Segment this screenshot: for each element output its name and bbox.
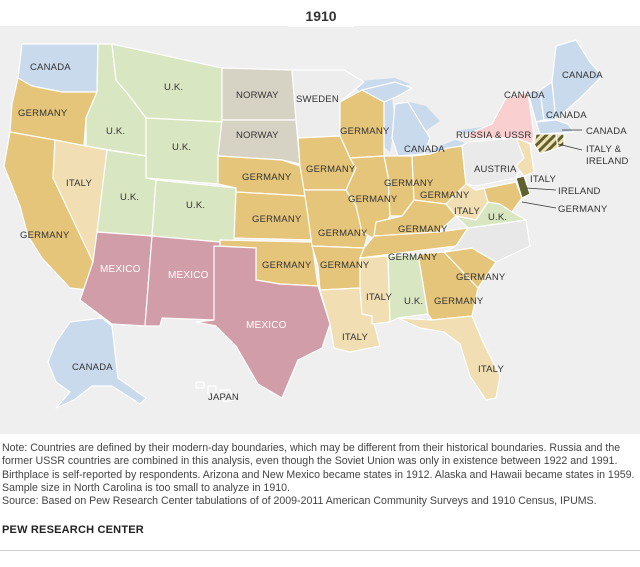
label-kansas: GERMANY <box>252 214 302 225</box>
label-massachusetts: CANADA <box>546 110 587 121</box>
label-alaska: CANADA <box>72 362 113 373</box>
label-iowa: GERMANY <box>306 164 356 175</box>
state-hawaii <box>195 381 235 403</box>
label-florida: ITALY <box>478 364 504 375</box>
label-wisconsin: GERMANY <box>340 126 390 137</box>
label-pennsylvania: AUSTRIA <box>474 164 517 175</box>
label-new-jersey: ITALY <box>530 174 556 185</box>
credit: PEW RESEARCH CENTER <box>2 524 144 536</box>
label-alabama: U.K. <box>404 296 423 307</box>
divider <box>0 550 640 551</box>
label-new-hampshire-callout: CANADA <box>586 126 627 137</box>
label-ohio: GERMANY <box>420 190 470 201</box>
state-texas <box>195 245 331 399</box>
state-maryland <box>475 181 523 213</box>
label-utah: U.K. <box>120 192 139 203</box>
label-kentucky: GERMANY <box>398 224 448 235</box>
state-wisconsin <box>339 89 385 159</box>
label-california: GERMANY <box>20 230 70 241</box>
state-maine <box>551 39 603 121</box>
label-georgia: GERMANY <box>434 296 484 307</box>
footnote: Note: Countries are defined by their mod… <box>2 442 638 508</box>
state-new-mexico <box>144 235 221 327</box>
state-south-dakota <box>217 119 301 165</box>
label-arkansas: GERMANY <box>320 260 370 271</box>
label-missouri: GERMANY <box>318 228 368 239</box>
state-new-jersey <box>515 137 535 177</box>
label-indiana: GERMANY <box>384 178 434 189</box>
label-colorado: U.K. <box>186 200 205 211</box>
label-ri-ct-line1: ITALY & <box>586 144 622 155</box>
label-washington: CANADA <box>30 62 71 73</box>
label-wyoming: U.K. <box>172 142 191 153</box>
state-delaware <box>515 175 531 199</box>
label-maryland: GERMANY <box>558 204 608 215</box>
state-michigan-upper <box>361 81 413 103</box>
state-colorado <box>151 179 237 247</box>
callout-lines <box>521 129 583 209</box>
label-minnesota: SWEDEN <box>296 94 339 105</box>
label-virginia: U.K. <box>488 212 507 223</box>
us-birthplace-map: CANADA GERMANY GERMANY ITALY U.K. U.K. U… <box>0 26 640 434</box>
state-alaska <box>47 317 147 409</box>
state-massachusetts <box>535 119 575 135</box>
note-text: Note: Countries are defined by their mod… <box>2 442 635 494</box>
label-oklahoma: GERMANY <box>262 260 312 271</box>
state-connecticut <box>533 133 559 155</box>
label-louisiana: ITALY <box>342 332 368 343</box>
label-south-dakota: NORWAY <box>236 130 279 141</box>
label-nevada: ITALY <box>66 178 92 189</box>
state-rhode-island <box>555 133 565 149</box>
source-text: Source: Based on Pew Research Center tab… <box>2 495 597 508</box>
label-new-york: RUSSIA & USSR <box>456 130 531 141</box>
state-alabama <box>387 253 429 323</box>
label-michigan: CANADA <box>404 144 445 155</box>
state-labels: CANADA GERMANY GERMANY ITALY U.K. U.K. U… <box>18 62 629 403</box>
label-arizona: MEXICO <box>100 264 141 275</box>
label-tennessee: GERMANY <box>388 252 438 263</box>
label-delaware: IRELAND <box>558 186 601 197</box>
label-nebraska: GERMANY <box>242 172 292 183</box>
label-ri-ct-line2: IRELAND <box>586 156 629 167</box>
label-mississippi: ITALY <box>366 292 392 303</box>
label-maine: CANADA <box>562 70 603 81</box>
label-west-virginia: ITALY <box>454 206 480 217</box>
label-new-mexico: MEXICO <box>168 270 209 281</box>
state-michigan <box>391 101 431 157</box>
label-illinois: GERMANY <box>348 194 398 205</box>
label-montana: U.K. <box>164 82 183 93</box>
label-south-carolina: GERMANY <box>456 272 506 283</box>
label-vt-nh: CANADA <box>504 90 545 101</box>
label-texas: MEXICO <box>246 320 287 331</box>
label-north-dakota: NORWAY <box>236 90 279 101</box>
label-idaho: U.K. <box>106 126 125 137</box>
state-florida <box>397 315 501 401</box>
year-title: 1910 <box>288 5 354 27</box>
map-svg: CANADA GERMANY GERMANY ITALY U.K. U.K. U… <box>0 26 640 434</box>
label-oregon: GERMANY <box>18 108 68 119</box>
label-hawaii: JAPAN <box>208 392 239 403</box>
state-pennsylvania <box>461 137 525 187</box>
